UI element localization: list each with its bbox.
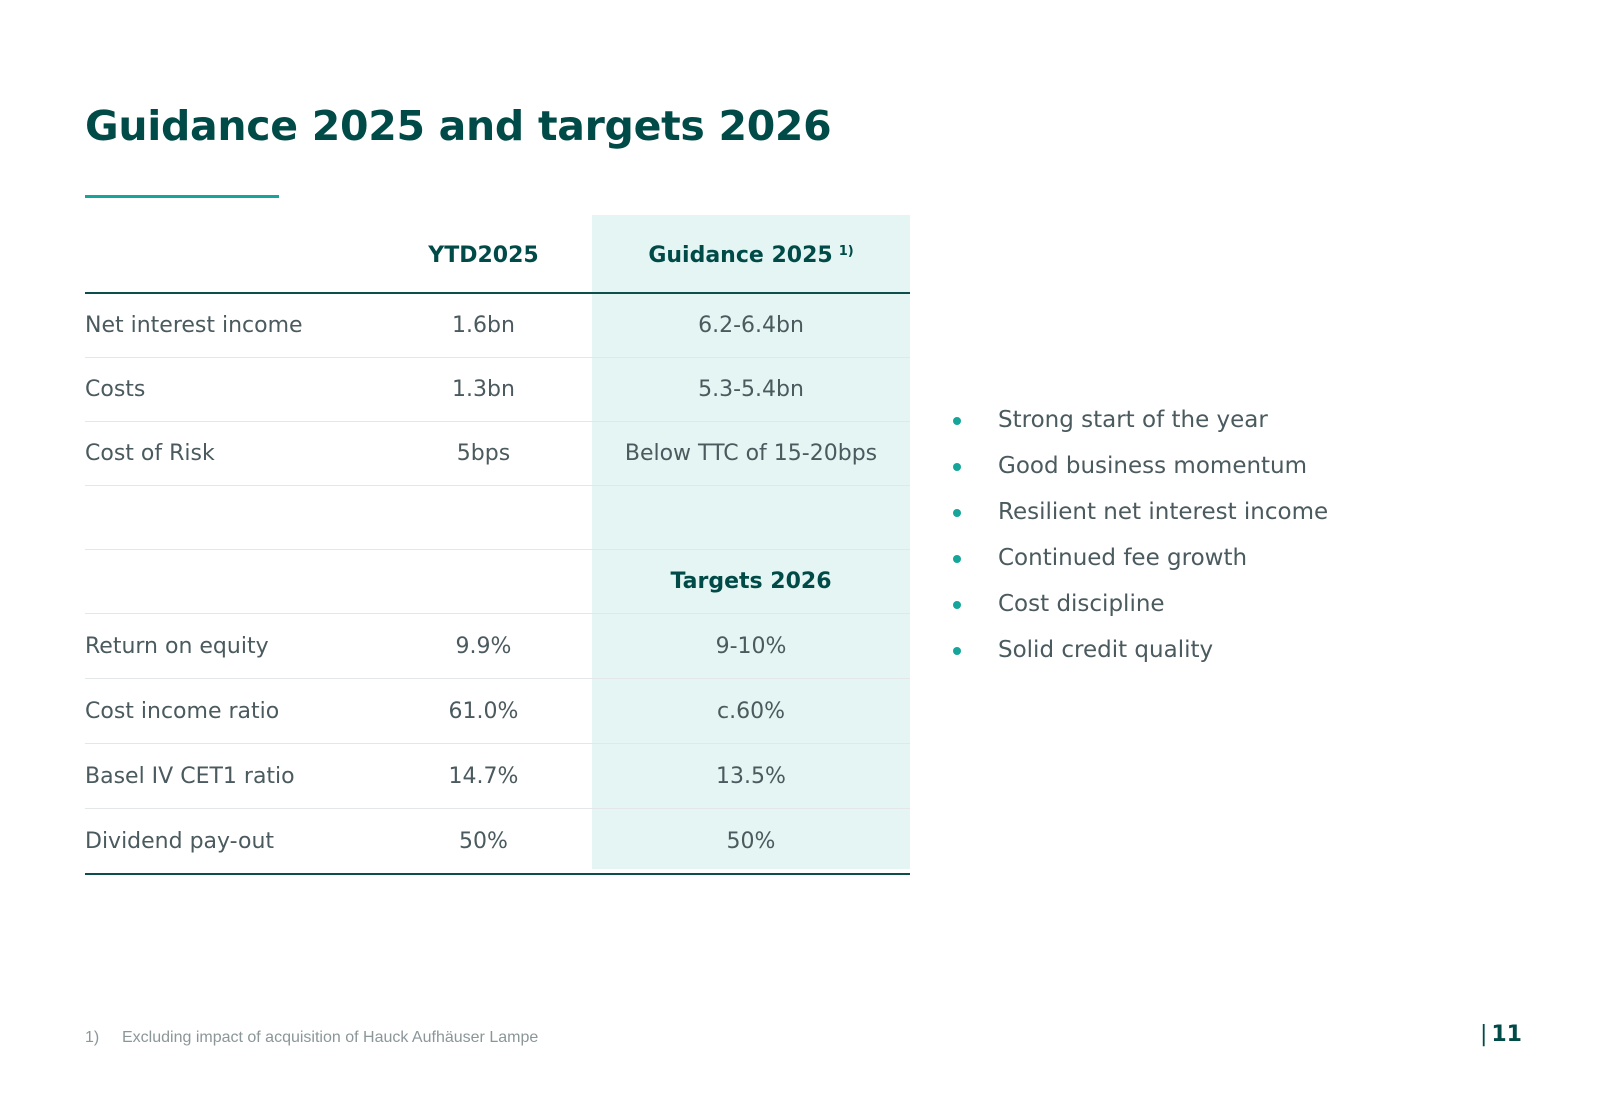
row-label: Return on equity [85, 633, 269, 659]
list-item-text: Continued fee growth [998, 545, 1248, 571]
bullet-dot-icon [953, 463, 961, 471]
row-ytd-value: 9.9% [455, 633, 512, 659]
row-label: Costs [85, 377, 146, 402]
table-row: Costs 1.3bn 5.3-5.4bn [85, 358, 910, 422]
header-guidance-footnote-mark: 1) [838, 244, 854, 259]
row-guidance-value: 6.2-6.4bn [698, 313, 804, 338]
footnote-text: Excluding impact of acquisition of Hauck… [122, 1029, 539, 1046]
table-row: Dividend pay-out 50% 50% [85, 809, 910, 875]
table-row: Cost of Risk 5bps Below TTC of 15-20bps [85, 422, 910, 486]
guidance-column-highlight [592, 215, 910, 869]
row-target-value: 13.5% [716, 763, 786, 789]
highlights-list: Strong start of the year Good business m… [950, 397, 1328, 673]
page-number: | 11 [1480, 1022, 1522, 1047]
row-ytd-value: 1.3bn [452, 377, 515, 402]
row-guidance-value: Below TTC of 15-20bps [624, 441, 878, 466]
table-header-row: YTD2025 Guidance 2025 1) [85, 215, 910, 294]
targets-header: Targets 2026 [670, 569, 832, 594]
table-row: Basel IV CET1 ratio 14.7% 13.5% [85, 744, 910, 809]
footnote: 1) Excluding impact of acquisition of Hau… [85, 1029, 538, 1047]
bullet-dot-icon [953, 601, 961, 609]
list-item: Solid credit quality [950, 627, 1328, 673]
row-target-value: 9-10% [715, 633, 787, 659]
bullet-dot-icon [953, 417, 961, 425]
row-label: Cost income ratio [85, 698, 280, 724]
targets-header-row: Targets 2026 [85, 550, 910, 614]
row-ytd-value: 50% [459, 828, 508, 854]
row-label: Net interest income [85, 313, 303, 338]
page-number-separator: | [1479, 1022, 1488, 1047]
bullet-dot-icon [953, 555, 961, 563]
header-ytd: YTD2025 [428, 243, 539, 268]
bullet-dot-icon [953, 647, 961, 655]
list-item: Cost discipline [950, 581, 1328, 627]
header-guidance-label: Guidance 2025 [648, 243, 833, 268]
row-guidance-value: 5.3-5.4bn [698, 377, 804, 402]
row-label: Basel IV CET1 ratio [85, 763, 295, 789]
table-row: Return on equity 9.9% 9-10% [85, 614, 910, 679]
row-ytd-value: 14.7% [448, 763, 519, 789]
list-item: Resilient net interest income [950, 489, 1328, 535]
header-guidance: Guidance 2025 1) [592, 215, 910, 292]
row-ytd-value: 1.6bn [452, 313, 515, 338]
guidance-table: YTD2025 Guidance 2025 1) Net interest inc… [85, 215, 910, 875]
row-label: Cost of Risk [85, 441, 215, 466]
list-item-text: Cost discipline [998, 591, 1165, 617]
header-label-cell [85, 215, 375, 292]
list-item: Continued fee growth [950, 535, 1328, 581]
page-title: Guidance 2025 and targets 2026 [85, 102, 832, 150]
row-label: Dividend pay-out [85, 828, 275, 854]
list-item: Strong start of the year [950, 397, 1328, 443]
row-target-value: c.60% [717, 698, 785, 724]
table-row: Net interest income 1.6bn 6.2-6.4bn [85, 294, 910, 358]
list-item-text: Solid credit quality [998, 637, 1214, 663]
title-underline [85, 195, 279, 198]
list-item-text: Strong start of the year [998, 407, 1268, 433]
footnote-marker: 1) [85, 1029, 100, 1046]
page-number-value: 11 [1491, 1022, 1522, 1047]
table-spacer-row [85, 486, 910, 550]
list-item-text: Good business momentum [998, 453, 1308, 479]
bullet-dot-icon [953, 509, 961, 517]
table-row: Cost income ratio 61.0% c.60% [85, 679, 910, 744]
row-target-value: 50% [726, 828, 776, 854]
list-item-text: Resilient net interest income [998, 499, 1329, 525]
list-item: Good business momentum [950, 443, 1328, 489]
row-ytd-value: 5bps [456, 441, 511, 466]
row-ytd-value: 61.0% [448, 698, 519, 724]
